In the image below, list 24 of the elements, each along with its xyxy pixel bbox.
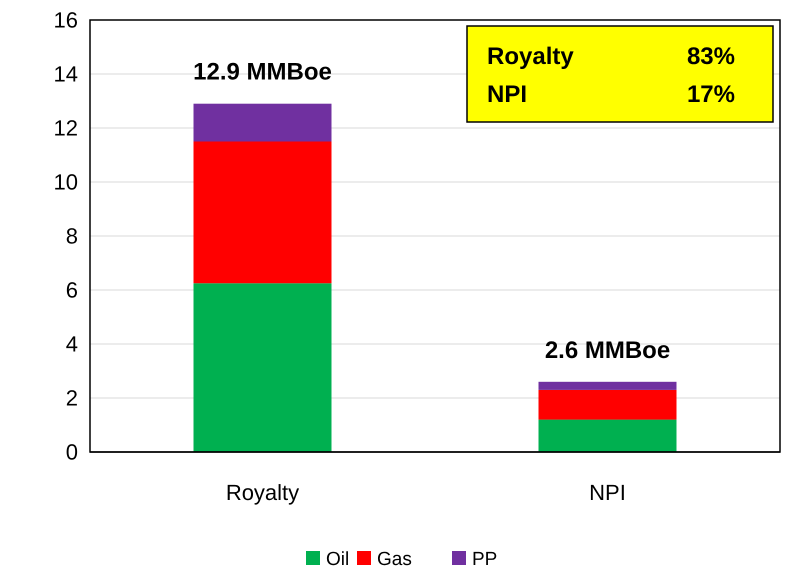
y-tick-label: 6 [66,278,78,303]
bar [538,382,676,390]
y-tick-label: 10 [54,170,78,195]
legend-label: Gas [377,549,412,570]
y-tick-label: 14 [54,62,78,87]
legend-label: PP [472,549,498,570]
text: Royalty 83% [487,43,735,70]
text: NPI 17% [487,81,735,108]
y-tick-label: 0 [66,440,78,465]
y-tick-label: 12 [54,116,78,141]
y-tick-label: 16 [54,8,78,33]
bar [538,420,676,452]
total-label: 2.6 MMBoe [544,336,670,364]
x-tick-label: Royalty [226,480,300,505]
x-tick-label: NPI [589,480,626,505]
y-tick-label: 4 [66,332,78,357]
bar [194,142,332,284]
bar [194,104,332,142]
y-tick-label: 8 [66,224,78,249]
legend-label: Oil [326,549,350,570]
bar [538,390,676,420]
y-tick-label: 2 [66,386,78,411]
bar [194,283,332,452]
total-label: 12.9 MMBoe [193,58,332,86]
